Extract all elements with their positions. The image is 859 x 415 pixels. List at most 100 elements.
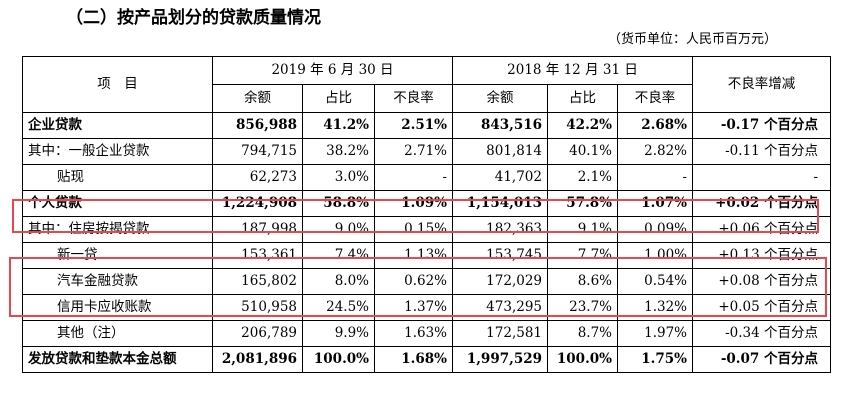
cell-value: 2.82% (617, 138, 693, 165)
cell-value: 8.7% (547, 320, 618, 347)
header-npl-change: 不良率增减 (692, 56, 831, 113)
subheader-share: 占比 (547, 84, 618, 113)
cell-value: 473,295 (452, 294, 548, 321)
table-row-corporate-loans: 企业贷款 856,988 41.2% 2.51% 843,516 42.2% 2… (22, 112, 831, 139)
cell-value: 172,029 (452, 268, 548, 295)
cell-value: 510,958 (212, 294, 303, 321)
row-label: 信用卡应收账款 (22, 294, 213, 321)
cell-change: - (692, 164, 831, 191)
cell-change: +0.08 个百分点 (692, 268, 831, 295)
cell-value: 165,802 (212, 268, 303, 295)
subheader-balance: 余额 (452, 84, 548, 113)
cell-value: 1.75% (617, 346, 693, 373)
loan-quality-table: 项 目 2019 年 6 月 30 日 2018 年 12 月 31 日 不良率… (22, 56, 831, 373)
table-row-xinyidai: 新一贷 153,361 7.4% 1.13% 153,745 7.7% 1.00… (22, 242, 831, 269)
row-label: 发放贷款和垫款本金总额 (22, 346, 213, 373)
cell-value: 41,702 (452, 164, 548, 191)
cell-value: 7.7% (547, 242, 618, 269)
table-row-mortgage-loans: 其中：住房按揭贷款 187,998 9.0% 0.15% 182,363 9.1… (22, 216, 831, 243)
cell-value: 42.2% (547, 112, 618, 139)
cell-value: 153,361 (212, 242, 303, 269)
row-label: 汽车金融贷款 (22, 268, 213, 295)
cell-value: 0.54% (617, 268, 693, 295)
row-label: 新一贷 (22, 242, 213, 269)
cell-value: 1.00% (617, 242, 693, 269)
cell-value: 187,998 (212, 216, 303, 243)
cell-value: 2.51% (374, 112, 453, 139)
currency-unit-note: （货币单位：人民币百万元） (607, 32, 777, 47)
subheader-npl-ratio: 不良率 (617, 84, 693, 113)
cell-value: 1.32% (617, 294, 693, 321)
cell-value: 1,154,013 (452, 190, 548, 217)
cell-value: 58.8% (302, 190, 375, 217)
cell-value: 7.4% (302, 242, 375, 269)
cell-value: 172,581 (452, 320, 548, 347)
row-label: 企业贷款 (22, 112, 213, 139)
cell-value: 40.1% (547, 138, 618, 165)
table-row-discounted-bills: 贴现 62,273 3.0% - 41,702 2.1% - - (22, 164, 831, 191)
cell-value: 182,363 (452, 216, 548, 243)
cell-value: 1.63% (374, 320, 453, 347)
cell-value: 0.15% (374, 216, 453, 243)
cell-value: 41.2% (302, 112, 375, 139)
header-period-2018: 2018 年 12 月 31 日 (452, 56, 693, 85)
cell-value: 801,814 (452, 138, 548, 165)
cell-change: +0.05 个百分点 (692, 294, 831, 321)
header-item: 项 目 (22, 56, 213, 113)
cell-value: 1.97% (617, 320, 693, 347)
cell-value: 8.6% (547, 268, 618, 295)
cell-value: 9.1% (547, 216, 618, 243)
row-label: 其他（注） (22, 320, 213, 347)
cell-value: 0.62% (374, 268, 453, 295)
cell-value: 1.68% (374, 346, 453, 373)
cell-value: 794,715 (212, 138, 303, 165)
cell-value: 153,745 (452, 242, 548, 269)
section-title: （二）按产品划分的贷款质量情况 (66, 8, 321, 28)
cell-value: 2.68% (617, 112, 693, 139)
cell-value: 24.5% (302, 294, 375, 321)
cell-change: -0.07 个百分点 (692, 346, 831, 373)
cell-value: 38.2% (302, 138, 375, 165)
cell-value: 9.0% (302, 216, 375, 243)
row-label: 其中：一般企业贷款 (22, 138, 213, 165)
cell-value: 9.9% (302, 320, 375, 347)
cell-value: 100.0% (547, 346, 618, 373)
subheader-share: 占比 (302, 84, 375, 113)
header-period-2019: 2019 年 6 月 30 日 (212, 56, 453, 85)
cell-value: 1,224,908 (212, 190, 303, 217)
cell-value: 3.0% (302, 164, 375, 191)
cell-value: 1.37% (374, 294, 453, 321)
cell-value: 2.71% (374, 138, 453, 165)
table-row-total: 发放贷款和垫款本金总额 2,081,896 100.0% 1.68% 1,997… (22, 346, 831, 373)
cell-value: 1.09% (374, 190, 453, 217)
row-label: 个人贷款 (22, 190, 213, 217)
cell-change: +0.06 个百分点 (692, 216, 831, 243)
cell-change: -0.17 个百分点 (692, 112, 831, 139)
cell-value: 843,516 (452, 112, 548, 139)
table-row-personal-loans: 个人贷款 1,224,908 58.8% 1.09% 1,154,013 57.… (22, 190, 831, 217)
cell-value: 1.13% (374, 242, 453, 269)
cell-change: +0.13 个百分点 (692, 242, 831, 269)
cell-value: 1.07% (617, 190, 693, 217)
cell-change: -0.11 个百分点 (692, 138, 831, 165)
cell-value: 2,081,896 (212, 346, 303, 373)
cell-value: 2.1% (547, 164, 618, 191)
cell-value: 8.0% (302, 268, 375, 295)
cell-value: 57.8% (547, 190, 618, 217)
subheader-npl-ratio: 不良率 (374, 84, 453, 113)
cell-value: - (374, 164, 453, 191)
table-row-credit-card-receivables: 信用卡应收账款 510,958 24.5% 1.37% 473,295 23.7… (22, 294, 831, 321)
row-label: 其中：住房按揭贷款 (22, 216, 213, 243)
cell-change: +0.02 个百分点 (692, 190, 831, 217)
cell-value: 23.7% (547, 294, 618, 321)
cell-value: 0.09% (617, 216, 693, 243)
cell-value: 1,997,529 (452, 346, 548, 373)
cell-value: 100.0% (302, 346, 375, 373)
cell-value: 856,988 (212, 112, 303, 139)
cell-change: -0.34 个百分点 (692, 320, 831, 347)
cell-value: 62,273 (212, 164, 303, 191)
table-row-general-corporate-loans: 其中：一般企业贷款 794,715 38.2% 2.71% 801,814 40… (22, 138, 831, 165)
table-row-auto-finance-loans: 汽车金融贷款 165,802 8.0% 0.62% 172,029 8.6% 0… (22, 268, 831, 295)
cell-value: 206,789 (212, 320, 303, 347)
table-row-others: 其他（注） 206,789 9.9% 1.63% 172,581 8.7% 1.… (22, 320, 831, 347)
